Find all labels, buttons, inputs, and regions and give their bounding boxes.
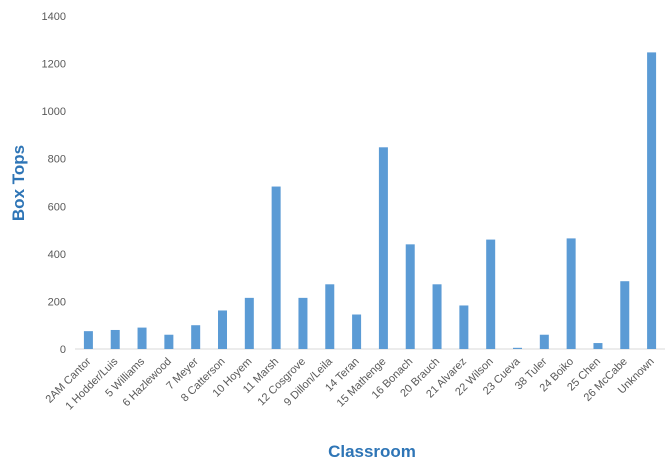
bar [298, 297, 308, 349]
y-tick-label: 1000 [42, 106, 66, 118]
bars [83, 52, 657, 349]
bar [164, 334, 174, 349]
y-tick-label: 1200 [42, 59, 66, 71]
bar [566, 238, 576, 349]
bar [352, 314, 362, 349]
y-tick-label: 1400 [42, 11, 66, 23]
bar [378, 147, 388, 349]
y-tick-label: 600 [48, 201, 66, 213]
bar [486, 239, 496, 349]
bar [137, 327, 147, 349]
bar [271, 186, 281, 349]
bar [110, 329, 120, 349]
y-tick-label: 400 [48, 249, 66, 261]
bar [405, 244, 415, 349]
y-axis: 0 200 400 600 800 1000 1200 1400 [42, 11, 66, 356]
bar [432, 284, 442, 349]
y-tick-label: 800 [48, 154, 66, 166]
y-tick-label: 200 [48, 296, 66, 308]
x-axis-title: Classroom [328, 442, 416, 461]
bar [459, 305, 469, 349]
bar [647, 52, 657, 349]
y-tick-label: 0 [60, 344, 66, 356]
bar [593, 343, 603, 349]
bar [244, 297, 254, 349]
bar [325, 284, 335, 349]
bar [191, 325, 201, 349]
bar [620, 281, 630, 349]
y-axis-title: Box Tops [9, 145, 28, 221]
bar [218, 310, 227, 349]
bar [513, 347, 522, 349]
bar [539, 334, 549, 349]
bar [83, 331, 93, 349]
